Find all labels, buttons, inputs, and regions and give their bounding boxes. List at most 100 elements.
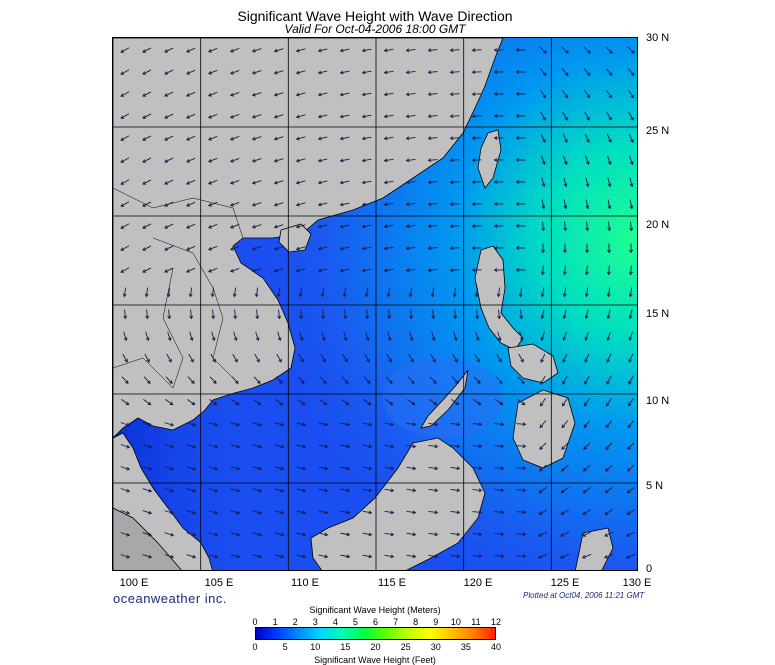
graticule: [113, 38, 637, 570]
wave-arrow-head: [170, 466, 175, 471]
wave-arrow-head: [257, 380, 261, 384]
wave-arrow: [607, 287, 611, 297]
wave-arrow-head: [368, 554, 373, 559]
wave-arrow: [542, 221, 544, 231]
wave-arrow: [516, 467, 526, 469]
wave-arrow-head: [368, 444, 373, 449]
wave-arrow-head: [433, 401, 438, 406]
wave-arrow: [585, 199, 589, 209]
wave-arrow: [627, 442, 635, 450]
wave-arrow: [362, 246, 372, 250]
wave-arrow: [385, 399, 393, 405]
wave-arrow: [630, 221, 632, 231]
wave-arrow: [208, 157, 218, 163]
wave-arrow: [428, 247, 438, 249]
wave-arrow: [340, 70, 350, 74]
wave-arrow-head: [449, 246, 454, 251]
wave-arrow-head: [585, 227, 590, 232]
wave-arrow: [318, 114, 328, 118]
wave-arrow-head: [427, 158, 432, 163]
wave-arrow-head: [251, 48, 256, 53]
wave-arrow-head: [584, 271, 589, 276]
wave-arrow-head: [522, 466, 527, 471]
wave-arrow-head: [453, 315, 458, 320]
wave-arrow: [318, 488, 328, 492]
lat-label-0: 0: [646, 563, 653, 575]
colorbar-tick-feet: 35: [460, 642, 471, 652]
wave-arrow-head: [409, 337, 414, 342]
wave-arrow: [186, 466, 196, 470]
wave-arrow: [408, 353, 414, 363]
wave-arrow-head: [211, 337, 216, 342]
wave-arrow: [604, 531, 614, 537]
wave-arrow: [627, 46, 635, 54]
colorbar-tick-meters: 4: [332, 617, 338, 627]
wave-arrow-head: [538, 554, 542, 559]
wave-arrow-head: [542, 94, 547, 99]
wave-arrow-head: [584, 337, 589, 342]
wave-arrow-head: [542, 139, 546, 143]
wave-arrow-head: [120, 181, 125, 185]
wave-arrow-head: [214, 444, 219, 449]
wave-arrow-head: [629, 205, 634, 210]
wave-arrow: [606, 90, 612, 98]
wave-arrow: [318, 158, 328, 162]
wave-arrow-head: [367, 380, 371, 384]
wave-arrow: [410, 309, 412, 319]
wave-arrow-head: [434, 488, 439, 493]
wave-arrow-head: [587, 50, 591, 54]
wave-arrow: [255, 287, 259, 297]
wave-arrow-head: [540, 359, 544, 363]
wave-arrow-head: [498, 358, 502, 363]
colorbar-tick-feet: 30: [430, 642, 441, 652]
wave-arrow-head: [208, 93, 212, 97]
wave-arrow: [431, 331, 435, 341]
wave-arrow-head: [170, 422, 175, 427]
wave-arrow: [274, 532, 284, 536]
wave-arrow-head: [148, 554, 153, 559]
wave-arrow: [230, 47, 240, 53]
wave-arrow: [364, 353, 370, 363]
wave-arrow-head: [346, 510, 351, 515]
wave-arrow-head: [562, 337, 567, 342]
wave-arrow: [428, 444, 438, 448]
wave-arrow: [362, 70, 372, 74]
wave-arrow-head: [561, 424, 566, 429]
wave-arrow: [296, 422, 306, 426]
wave-arrow: [562, 111, 568, 121]
wave-arrow-head: [258, 444, 263, 449]
wave-arrow: [340, 510, 350, 514]
wave-arrow-head: [427, 70, 432, 75]
wave-arrow-head: [302, 444, 307, 449]
wave-arrow: [298, 353, 304, 363]
wave-arrow: [166, 353, 172, 363]
wave-arrow-head: [361, 114, 366, 119]
wave-arrow: [164, 179, 174, 185]
wave-arrow: [120, 69, 130, 75]
wave-arrow: [584, 133, 590, 143]
wave-arrow-head: [563, 227, 568, 232]
wave-arrow: [517, 399, 525, 405]
wave-arrow-head: [164, 49, 168, 53]
wave-arrow: [322, 309, 324, 319]
wave-arrow-head: [586, 116, 590, 121]
wave-arrow: [230, 179, 240, 185]
wave-arrow-head: [255, 315, 260, 320]
wave-arrow: [121, 376, 129, 384]
wave-arrow-head: [120, 137, 125, 141]
wave-arrow-head: [367, 401, 372, 406]
wave-arrow: [340, 202, 350, 206]
wave-arrow-head: [214, 510, 219, 515]
wave-arrow: [230, 267, 240, 273]
wave-arrow-head: [189, 337, 194, 342]
wave-arrow: [120, 201, 130, 207]
wave-arrow: [253, 399, 261, 405]
wave-arrow: [538, 509, 548, 515]
colorbar-tick-feet: 40: [490, 642, 501, 652]
wave-arrow: [186, 422, 196, 426]
wave-arrow-head: [192, 444, 197, 449]
wave-arrow: [142, 532, 152, 536]
wave-arrow-head: [229, 158, 234, 163]
wave-arrow: [300, 309, 302, 319]
wave-arrow-head: [519, 337, 524, 342]
